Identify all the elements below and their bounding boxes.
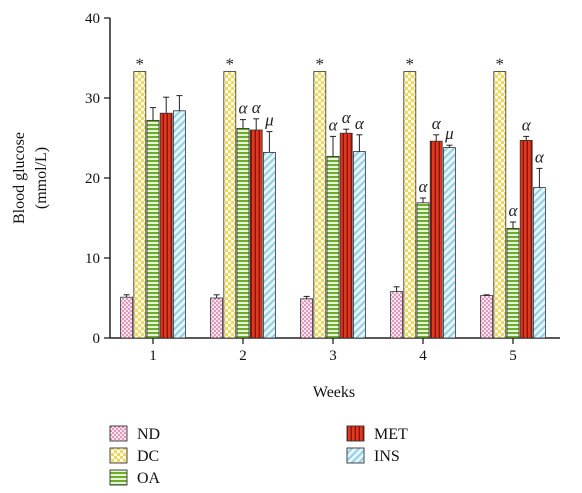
legend-label-oa: OA (137, 470, 161, 487)
annotation-dc-week-3: * (316, 55, 325, 74)
legend-swatch-met (346, 425, 365, 442)
bar-nd-week-4 (390, 291, 404, 339)
bars (120, 71, 546, 339)
bar-met-week-5 (519, 139, 533, 339)
x-tick-label: 3 (329, 348, 337, 364)
bar-oa-week-4 (416, 202, 430, 339)
legend-swatch-ins (346, 447, 365, 464)
bar-oa-week-1 (146, 120, 160, 339)
bar-met-week-1 (159, 112, 173, 339)
annotation-met-week-4: α (432, 114, 442, 133)
bar-oa-week-3 (326, 155, 340, 339)
annotation-dc-week-4: * (406, 55, 415, 74)
y-tick-label: 10 (85, 251, 100, 267)
legend-swatch-dc (109, 447, 128, 464)
annotation-dc-week-1: * (136, 55, 145, 74)
x-tick-label: 4 (419, 348, 427, 364)
x-tick-label: 2 (239, 348, 247, 364)
bar-dc-week-3 (313, 71, 327, 339)
bar-nd-week-1 (120, 296, 133, 339)
x-axis-title: Weeks (313, 384, 355, 401)
bar-nd-week-2 (210, 297, 224, 339)
x-tick-label: 1 (149, 348, 157, 364)
legend-label-ins: INS (374, 448, 400, 465)
y-tick-label: 20 (85, 171, 100, 187)
annotation-dc-week-2: * (226, 55, 235, 74)
annotation-oa-week-2: α (239, 99, 249, 118)
legend-item-met: MET (346, 425, 408, 443)
bar-nd-week-3 (300, 298, 314, 339)
y-tick-label: 40 (85, 11, 100, 27)
bar-ins-week-1 (172, 110, 186, 339)
bar-dc-week-2 (223, 71, 237, 339)
bar-oa-week-5 (506, 227, 520, 339)
annotation-met-week-5: α (522, 115, 532, 134)
legend-item-nd: ND (109, 425, 160, 443)
annotation-oa-week-4: α (419, 177, 429, 196)
legend-item-oa: OA (109, 469, 161, 487)
legend-swatch-oa (109, 469, 128, 486)
bar-dc-week-4 (403, 71, 417, 339)
legend-label-met: MET (374, 426, 408, 443)
legend-label-nd: ND (137, 426, 160, 443)
y-tick-label: 0 (93, 331, 101, 347)
bar-ins-week-4 (442, 147, 456, 339)
bar-dc-week-1 (133, 71, 147, 339)
legend-item-ins: INS (346, 447, 400, 465)
annotation-ins-week-3: α (355, 114, 365, 133)
y-axis-unit: (mmol/L) (33, 147, 50, 209)
legend-item-dc: DC (109, 447, 159, 465)
bar-ins-week-2 (262, 151, 276, 339)
x-tick-label: 5 (509, 348, 517, 364)
bar-dc-week-5 (493, 71, 507, 339)
y-axis-title: Blood glucose (11, 132, 28, 224)
legend: ND DC OA MET INS (109, 425, 408, 487)
annotation-ins-week-2: μ (264, 111, 274, 130)
bar-met-week-2 (249, 129, 263, 339)
annotation-oa-week-3: α (329, 115, 339, 134)
annotation-ins-week-5: α (535, 147, 545, 166)
bar-ins-week-5 (533, 187, 546, 339)
annotation-dc-week-5: * (496, 55, 505, 74)
legend-swatch-nd (109, 425, 128, 442)
bar-nd-week-5 (480, 295, 494, 339)
y-tick-label: 30 (85, 91, 100, 107)
bar-met-week-3 (339, 132, 353, 339)
annotation-oa-week-5: α (509, 201, 519, 220)
annotation-ins-week-4: μ (444, 124, 454, 143)
annotation-met-week-2: α (252, 98, 262, 117)
legend-label-dc: DC (137, 448, 159, 465)
annotation-met-week-3: α (342, 108, 352, 127)
bar-met-week-4 (429, 140, 443, 339)
bar-oa-week-2 (236, 127, 250, 339)
bar-ins-week-3 (352, 151, 366, 339)
